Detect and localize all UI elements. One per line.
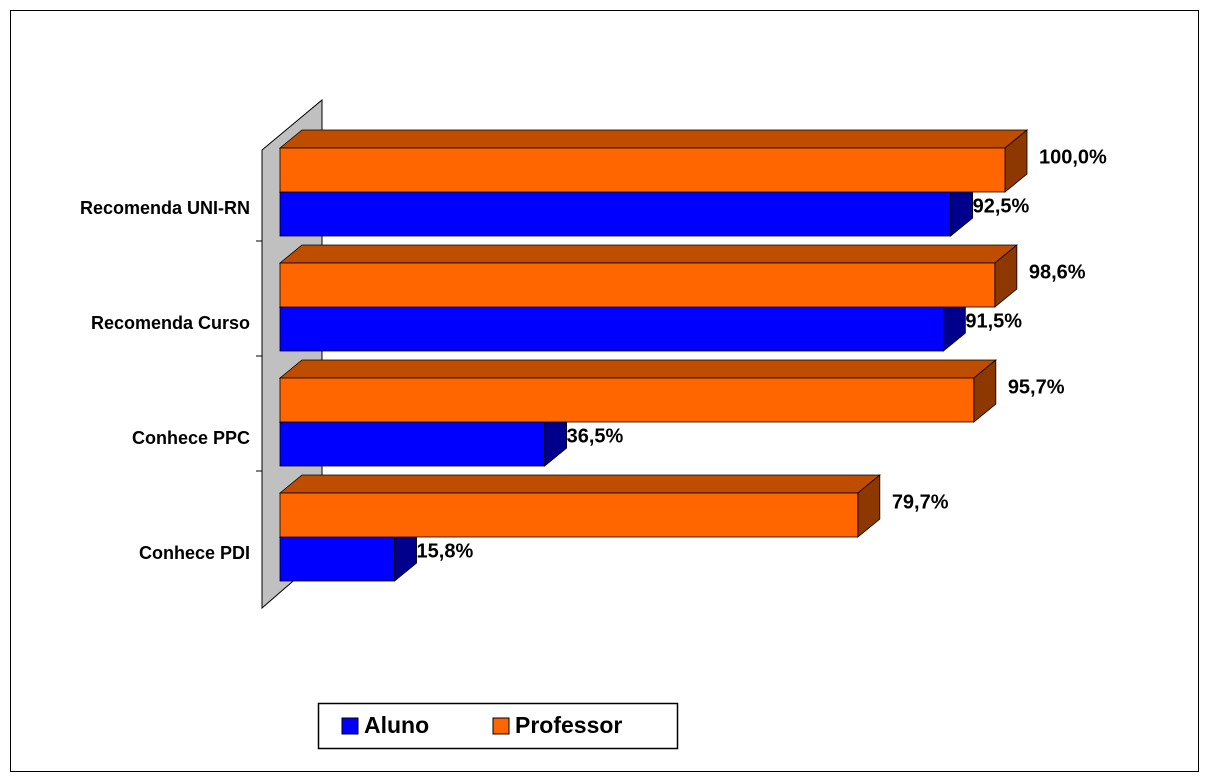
bar-top xyxy=(278,359,997,379)
legend-swatch xyxy=(341,717,359,735)
value-label: 36,5% xyxy=(567,425,624,447)
value-label: 15,8% xyxy=(417,540,474,562)
legend-label: Professor xyxy=(515,712,622,738)
bar-front xyxy=(279,492,859,538)
category-label: Conhece PPC xyxy=(132,428,250,448)
plot xyxy=(278,129,1029,582)
bar-front xyxy=(279,421,546,467)
legend-swatch xyxy=(492,717,510,735)
bar-front xyxy=(279,147,1006,193)
bar-front xyxy=(279,536,395,582)
bar-top xyxy=(278,129,1029,149)
category-label: Recomenda UNI-RN xyxy=(80,198,250,218)
value-label: 92,5% xyxy=(973,195,1030,217)
bar-front xyxy=(279,262,996,308)
bar-top xyxy=(278,474,881,494)
bar-front xyxy=(279,377,975,423)
value-label: 100,0% xyxy=(1039,146,1107,168)
bar xyxy=(278,129,1029,193)
bar-top xyxy=(278,244,1018,264)
value-label: 79,7% xyxy=(892,491,949,513)
legend-label: Aluno xyxy=(364,712,429,738)
bar-front xyxy=(279,306,944,352)
value-label: 91,5% xyxy=(965,310,1022,332)
value-label: 95,7% xyxy=(1008,376,1065,398)
bar-front xyxy=(279,191,952,237)
category-label: Conhece PDI xyxy=(139,543,250,563)
value-label: 98,6% xyxy=(1029,261,1086,283)
category-label: Recomenda Curso xyxy=(91,313,250,333)
bar xyxy=(278,244,1018,308)
bar xyxy=(278,359,997,423)
bar xyxy=(278,474,881,538)
